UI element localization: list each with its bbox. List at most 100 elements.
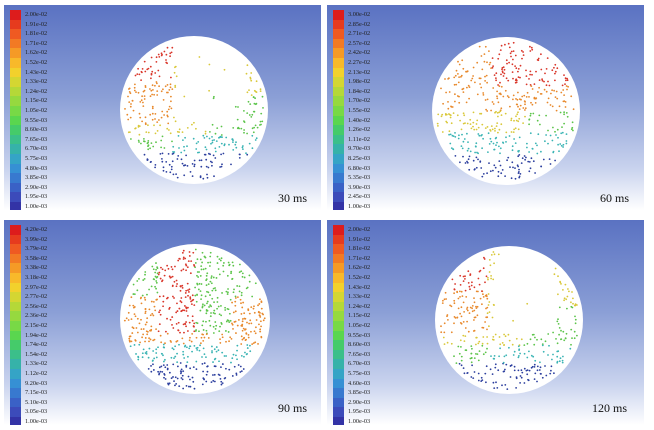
colorbar-swatch — [333, 301, 344, 312]
particle-dot — [129, 116, 132, 119]
colorbar-label: 3.79e-02 — [25, 245, 48, 253]
particle-dot — [129, 335, 132, 338]
particle-dot — [528, 170, 531, 173]
particle-dot — [214, 357, 217, 360]
particle-dot — [458, 362, 461, 365]
particle-dot — [533, 378, 536, 380]
particle-dot — [510, 117, 513, 120]
particle-dot — [214, 132, 217, 135]
particle-dot — [484, 351, 487, 354]
particle-dot — [496, 141, 498, 144]
colorbar-swatch — [10, 311, 21, 321]
particle-dot — [151, 70, 154, 73]
particle-dot — [160, 352, 163, 355]
particle-dot — [448, 91, 451, 93]
particle-dot — [139, 341, 141, 344]
particle-dot — [467, 84, 470, 87]
particle-dot — [169, 276, 172, 279]
colorbar-label: 8.25e-03 — [348, 154, 371, 162]
particle-dot — [202, 268, 205, 271]
particle-dot — [199, 275, 202, 277]
particle-dot — [182, 387, 185, 390]
particle-dot — [239, 365, 242, 368]
particle-dot — [185, 264, 188, 267]
particle-dot — [211, 141, 214, 144]
particle-dot — [199, 290, 202, 293]
particle-dot — [204, 132, 207, 135]
particle-dot — [565, 298, 568, 301]
particle-dot — [140, 142, 142, 145]
particle-dot — [180, 372, 182, 375]
colorbar-label: 1.70e-02 — [348, 97, 371, 105]
particle-dot — [151, 118, 154, 121]
particle-dot — [144, 123, 147, 126]
particle-dot — [178, 131, 180, 133]
disc-boundary — [432, 37, 580, 185]
particle-dot — [152, 145, 155, 148]
particle-dot — [245, 152, 247, 155]
particle-dot — [252, 96, 255, 99]
particle-dot — [228, 312, 231, 315]
particle-dot — [566, 79, 569, 82]
colorbar-label: 2.56e-02 — [25, 302, 48, 310]
particle-dot — [161, 110, 164, 113]
particle-dot — [211, 161, 213, 164]
particle-dot — [143, 153, 146, 156]
colorbar-label: 6.70e-03 — [348, 360, 371, 368]
particle-dot — [137, 358, 140, 361]
particle-dot — [139, 116, 142, 119]
particle-dot — [557, 323, 560, 325]
particle-dot — [183, 331, 185, 334]
particle-dot — [505, 77, 508, 80]
particle-dot — [156, 266, 159, 269]
particle-dot — [208, 137, 211, 140]
particle-dot — [154, 271, 157, 274]
particle-dot — [181, 286, 184, 289]
particle-dot — [200, 336, 203, 339]
particle-dot — [190, 340, 193, 343]
particle-dot — [127, 95, 129, 98]
particle-dot — [576, 304, 578, 306]
particle-dot — [151, 107, 154, 110]
particle-dot — [450, 122, 453, 125]
particle-dot — [146, 317, 149, 320]
particle-dot — [241, 323, 244, 326]
particle-dot — [212, 332, 215, 334]
particle-dot — [466, 309, 469, 312]
particle-dot — [534, 359, 537, 362]
particle-dot — [156, 298, 159, 301]
particle-dot — [183, 149, 186, 152]
particle-dot — [130, 296, 133, 299]
particle-dot — [529, 70, 532, 73]
particle-dot — [249, 77, 252, 80]
particle-dot — [486, 172, 488, 175]
particle-dot — [492, 251, 495, 253]
particle-dot — [503, 72, 506, 75]
colorbar-swatch — [10, 29, 21, 39]
particle-dot — [512, 77, 514, 80]
particle-dot — [573, 337, 576, 340]
particle-dot — [170, 76, 172, 79]
particle-dot — [205, 278, 208, 281]
particle-dot — [168, 129, 170, 131]
particle-dot — [558, 333, 560, 336]
particle-dot — [510, 131, 513, 133]
colorbar-label: 2.42e-02 — [348, 49, 371, 57]
particle-dot — [231, 261, 234, 264]
particle-dot — [465, 296, 468, 298]
particle-dot — [182, 258, 185, 260]
particle-dot — [491, 338, 494, 341]
particle-dot — [467, 147, 470, 150]
particle-dot — [213, 95, 215, 98]
particle-dot — [440, 325, 442, 328]
particle-dot — [205, 329, 208, 332]
particle-dot — [163, 358, 166, 361]
particle-dot — [520, 98, 522, 101]
particle-dot — [493, 262, 495, 265]
particle-dot — [519, 173, 522, 175]
particle-dot — [189, 378, 191, 381]
particle-dot — [490, 67, 492, 69]
particle-dot — [143, 296, 146, 299]
particle-dot — [159, 124, 161, 127]
particle-dot — [504, 43, 506, 46]
